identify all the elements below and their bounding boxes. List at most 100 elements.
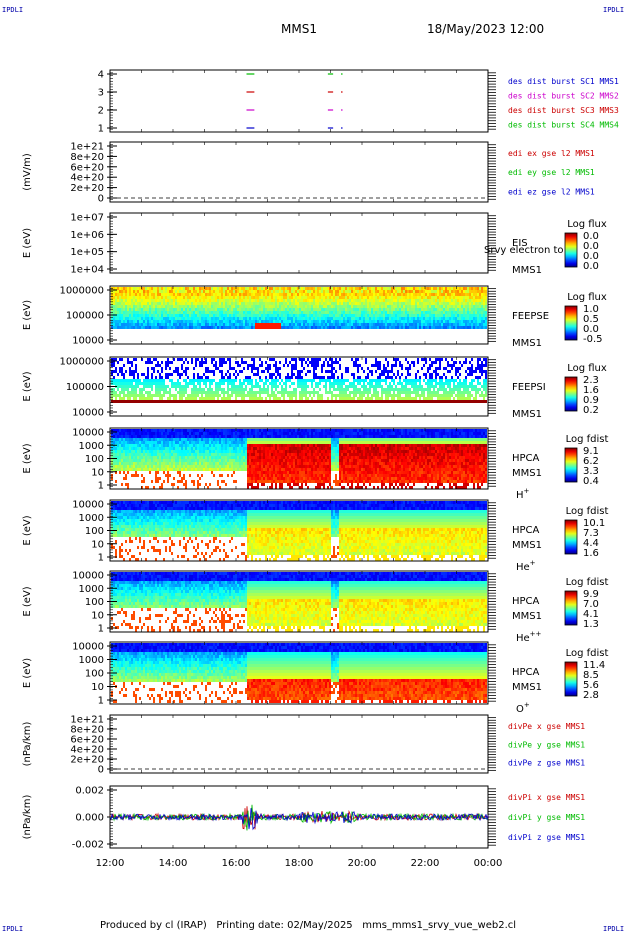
panel-hpca_he-colorbar-tick-0: 10.1 (583, 518, 605, 529)
panel-burst-ytick-1: 3 (98, 88, 104, 99)
summary-plot: 4 3 2 1 des dist burst SC1 MMS1 des dist burs… (22, 69, 619, 869)
panel-feepse-spectrogram (111, 287, 487, 329)
panel-divpe-legend-2: divPe z gse MMS1 (508, 759, 585, 768)
corner-label-top-left: IPDLI (2, 6, 24, 14)
panel-hpca_hepp-colorbar-tick-3: 1.3 (583, 619, 599, 630)
panel-feepse-ytick-0: 1000000 (59, 286, 104, 297)
panel-feepse-ytick-2: 10000 (72, 336, 104, 347)
panel-hpca_h-species: H+ (516, 487, 530, 501)
panel-feepsi-spacecraft: MMS1 (512, 409, 542, 420)
panel-hpca_he-ytick-2: 100 (85, 526, 104, 537)
panel-hpca_h-ylabel: E (eV) (22, 443, 33, 473)
panel-divpi-ytick-1: 0.000 (75, 813, 104, 824)
panel-hpca_o-spectrogram (111, 643, 487, 703)
footer: Produced by cl (IRAP) Printing date: 02/… (100, 920, 516, 931)
panel-eis-ytick-0: 1e+07 (70, 213, 104, 224)
panel-hpca_he-colorbar-title: Log fdist (566, 506, 609, 517)
panel-burst-legend-3: des dist burst SC4 MMS4 (508, 121, 619, 130)
panel-feepse-colorbar-tick-0: 1.0 (583, 304, 599, 315)
panel-hpca_hepp-ytick-4: 1 (98, 624, 104, 635)
panel-feepsi-colorbar-tick-1: 1.6 (583, 385, 599, 396)
panel-hpca_o-colorbar-title: Log fdist (566, 648, 609, 659)
panel-hpca_he-ytick-3: 10 (91, 539, 104, 550)
panel-hpca_h-ytick-2: 100 (85, 454, 104, 465)
panel-feepse-ytick-1: 100000 (66, 311, 104, 322)
panel-hpca_h-ytick-3: 10 (91, 467, 104, 478)
panel-hpca_hepp-ytick-3: 10 (91, 610, 104, 621)
panel-feepsi-ylabel: E (eV) (22, 371, 33, 401)
panel-feepse-colorbar-tick-3: -0.5 (583, 334, 603, 345)
panel-divpi-ylabel: (nPa/km) (22, 795, 33, 840)
panel-divpi-legend-1: divPi y gse MMS1 (508, 813, 585, 822)
panel-hpca_h-colorbar (564, 447, 578, 483)
panel-hpca_he-spectrogram (111, 501, 487, 561)
panel-hpca_hepp-ytick-2: 100 (85, 597, 104, 608)
panel-divpi-ytick-2: -0.002 (72, 840, 104, 851)
panel-edi-ytick-2: 6e+20 (70, 162, 104, 173)
panel-hpca_o-ylabel: E (eV) (22, 658, 33, 688)
panel-divpe-ytick-3: 4e+20 (70, 745, 104, 756)
panel-hpca_he-ytick-4: 1 (98, 553, 104, 564)
panel-divpi-ytick-0: 0.002 (75, 786, 104, 797)
panel-hpca_hepp-colorbar-title: Log fdist (566, 577, 609, 588)
panel-divpe-frame (109, 714, 489, 774)
panel-hpca_hepp-species: He++ (516, 630, 542, 644)
panel-hpca_he-colorbar (564, 519, 578, 555)
datetime-title: 18/May/2023 12:00 (427, 22, 545, 36)
panel-burst-ytick-2: 2 (98, 106, 104, 117)
panel-burst-ytick-3: 1 (98, 124, 104, 135)
panel-feepse-ylabel: E (eV) (22, 300, 33, 330)
panel-hpca_he-ytick-1: 1000 (79, 513, 104, 524)
panel-divpe-legend-1: divPe y gse MMS1 (508, 740, 585, 749)
panel-hpca_hepp-ylabel: E (eV) (22, 586, 33, 616)
panel-feepse-colorbar (564, 305, 578, 341)
panel-hpca_he-spacecraft: MMS1 (512, 540, 542, 551)
panel-feepsi-colorbar-tick-2: 0.9 (583, 395, 599, 406)
panel-edi-ytick-3: 4e+20 (70, 173, 104, 184)
panel-eis-colorbar-title: Log flux (567, 219, 607, 230)
panel-hpca_o-ytick-0: 10000 (72, 642, 104, 653)
x-tick-label-4: 20:00 (348, 858, 377, 869)
panel-hpca_o-ytick-1: 1000 (79, 655, 104, 666)
panel-hpca_h-colorbar-title: Log fdist (566, 434, 609, 445)
panel-edi-frame (109, 141, 489, 203)
panel-hpca_o-colorbar (564, 661, 578, 697)
panel-hpca_h-ytick-0: 10000 (72, 428, 104, 439)
panel-divpe-legend-0: divPe x gse MMS1 (508, 722, 585, 731)
panel-edi-legend-2: edi ez gse l2 MMS1 (508, 187, 595, 196)
panel-hpca_o-ytick-3: 10 (91, 682, 104, 693)
panel-divpe-ytick-1: 8e+20 (70, 725, 104, 736)
panel-feepsi-ytick-2: 10000 (72, 408, 104, 419)
panel-hpca_he-species: He+ (516, 559, 536, 573)
panel-eis-colorbar-tick-3: 0.0 (583, 261, 599, 272)
panel-edi-ytick-0: 1e+21 (70, 142, 104, 153)
panel-divpe-ylabel: (nPa/km) (22, 722, 33, 767)
panel-hpca_he-instrument: HPCA (512, 525, 540, 536)
panel-eis-colorbar (564, 232, 578, 268)
x-tick-label-1: 14:00 (159, 858, 188, 869)
panel-hpca_h-spacecraft: MMS1 (512, 468, 542, 479)
panel-eis-spacecraft: MMS1 (512, 265, 542, 276)
x-tick-label-0: 12:00 (96, 858, 125, 869)
panel-hpca_o-species: O+ (516, 701, 530, 715)
panel-divpe-ytick-2: 6e+20 (70, 735, 104, 746)
panel-feepse-instrument: FEEPSE (512, 311, 549, 322)
panel-edi-ytick-5: 0 (98, 194, 104, 205)
panel-eis-frame (109, 212, 489, 274)
footer-produced: Produced by cl (IRAP) (100, 920, 207, 931)
panel-eis-ytick-3: 1e+04 (70, 265, 104, 276)
panel-divpi-legend-0: divPi x gse MMS1 (508, 793, 585, 802)
panel-hpca_he-ylabel: E (eV) (22, 515, 33, 545)
panel-burst-legend-0: des dist burst SC1 MMS1 (508, 77, 619, 86)
panel-burst-legend-2: des dist burst SC3 MMS3 (508, 106, 619, 115)
panel-feepsi-ytick-1: 100000 (66, 382, 104, 393)
panel-feepsi-instrument: FEEPSI (512, 382, 546, 393)
panel-hpca_hepp-colorbar (564, 590, 578, 626)
panel-divpe-ytick-4: 2e+20 (70, 755, 104, 766)
footer-printed: Printing date: 02/May/2025 (216, 920, 353, 931)
panel-divpi-legend-2: divPi z gse MMS1 (508, 833, 585, 842)
panel-hpca_o-colorbar-tick-3: 2.8 (583, 690, 599, 701)
x-tick-label-6: 00:00 (474, 858, 503, 869)
panel-hpca_o-instrument: HPCA (512, 667, 540, 678)
panel-hpca_hepp-colorbar-tick-1: 7.0 (583, 599, 599, 610)
